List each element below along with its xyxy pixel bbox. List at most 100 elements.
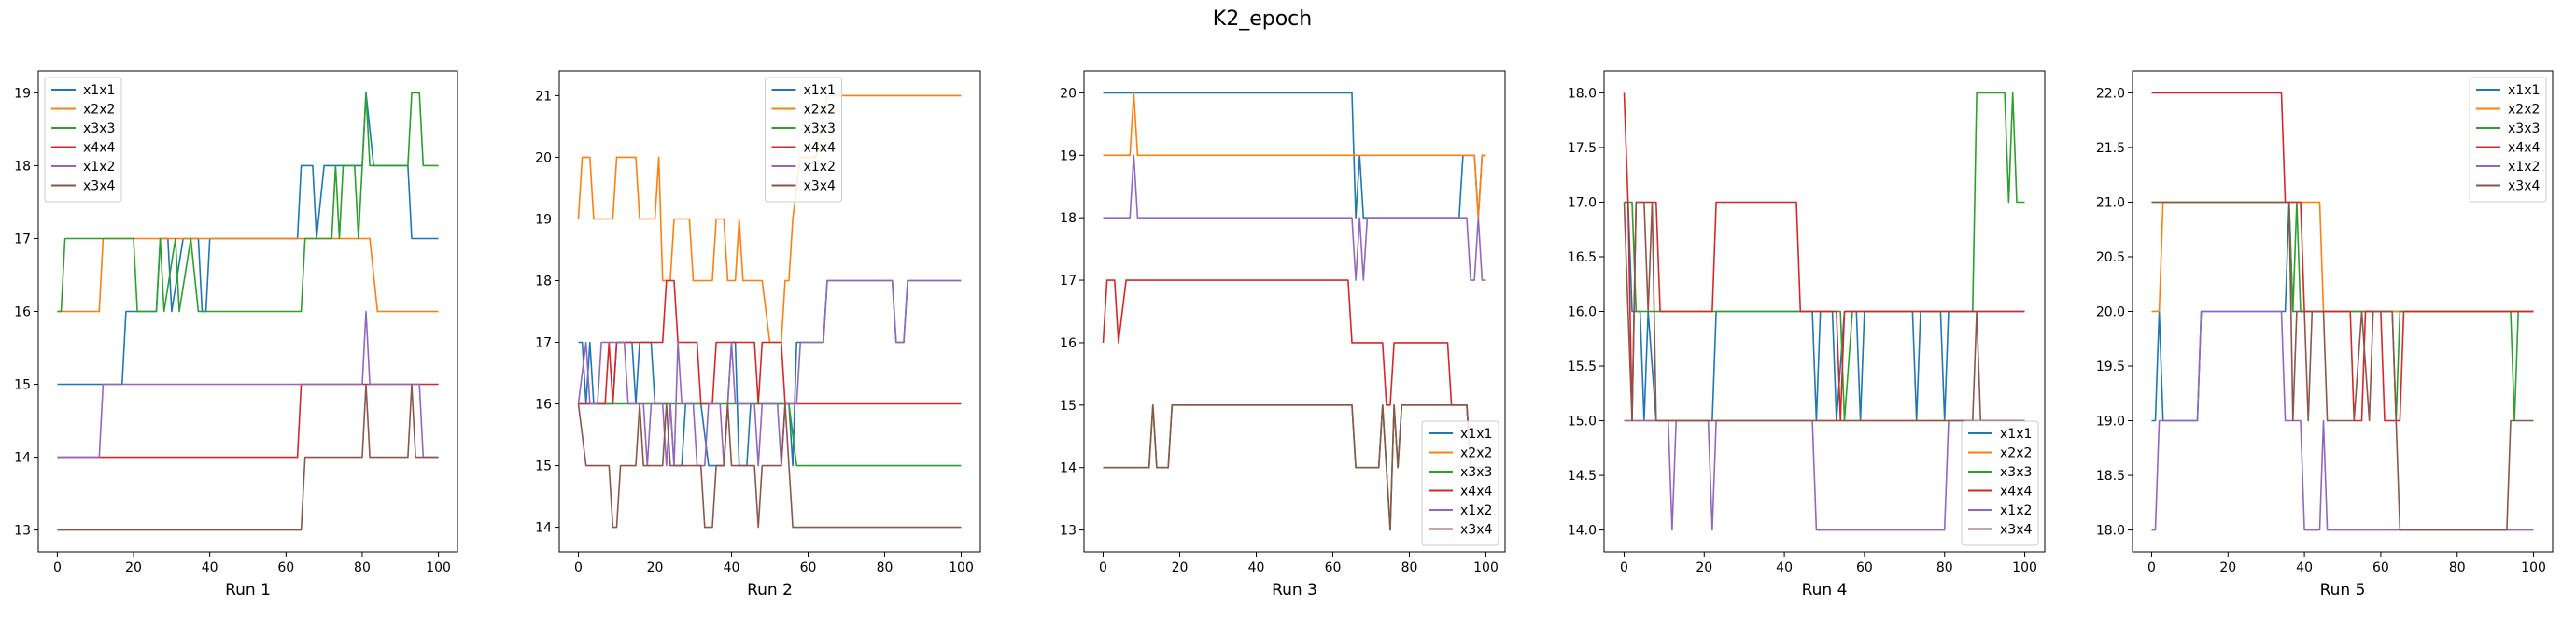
x-tick-label: 60: [277, 560, 294, 575]
legend: x1x1 x2x2 x3x3 x4x4 x1x2 x3x4: [1961, 420, 2039, 546]
legend-label-x2x2: x2x2: [1460, 446, 1492, 461]
legend: x1x1 x2x2 x3x3 x4x4 x1x2 x3x4: [765, 77, 842, 203]
series-line-x4x4: [578, 279, 962, 405]
y-tick-label: 16: [14, 305, 31, 320]
legend-label-x1x2: x1x2: [2508, 160, 2540, 175]
x-axis-label: Run 5: [2320, 581, 2366, 600]
x-tick-label: 100: [1473, 560, 1499, 575]
series-line-x3x3: [57, 92, 439, 313]
subplot-5: 0 20 40 60 80 100 18.0 18.5 19.0 19.5 20.0 20.5 21.0…: [2096, 70, 2554, 600]
x-tick-label: 40: [202, 560, 218, 575]
y-tick-label: 20: [535, 150, 552, 165]
series-line-x1x2: [1624, 419, 2025, 531]
figure-title: K2_epoch: [1213, 7, 1312, 31]
legend-label-x1x1: x1x1: [2508, 83, 2540, 98]
x-axis-label: Run 3: [1272, 581, 1317, 600]
y-tick-label: 18.0: [2096, 524, 2125, 539]
x-tick-label: 80: [354, 560, 371, 575]
x-tick-label: 80: [2449, 560, 2466, 575]
legend-label-x3x3: x3x3: [83, 121, 115, 136]
x-tick-label: 100: [949, 560, 974, 575]
legend-label-x3x4: x3x4: [804, 179, 836, 194]
subplot-4: 0 20 40 60 80 100 14.0 14.5 15.0 15.5 16.0 16.5 17.0…: [1568, 70, 2046, 600]
y-tick-label: 15: [14, 378, 31, 393]
x-tick-label: 0: [1099, 560, 1107, 575]
legend-label-x3x3: x3x3: [2508, 121, 2540, 136]
y-tick-label: 13: [1060, 524, 1077, 539]
legend-label-x2x2: x2x2: [83, 103, 115, 118]
x-tick-label: 40: [1248, 560, 1265, 575]
legend: x1x1 x2x2 x3x3 x4x4 x1x2 x3x4: [1421, 420, 1499, 546]
y-tick-label: 17.5: [1568, 141, 1597, 156]
series-line-x2x2: [577, 94, 962, 344]
x-tick-label: 20: [2219, 560, 2236, 575]
x-tick-label: 20: [1696, 560, 1712, 575]
y-tick-label: 14: [14, 451, 31, 466]
legend-label-x4x4: x4x4: [804, 141, 836, 156]
y-tick-label: 16: [535, 398, 552, 413]
series-line-x4x4: [57, 383, 439, 459]
y-tick-label: 20: [1060, 86, 1077, 101]
y-tick-label: 16: [1060, 336, 1077, 351]
series-line-x2x2: [1103, 92, 1486, 219]
y-tick-label: 19: [535, 212, 552, 227]
y-tick-label: 15: [1060, 399, 1077, 414]
legend-label-x2x2: x2x2: [804, 103, 836, 118]
legend-label-x2x2: x2x2: [2000, 446, 2032, 461]
series-line-x3x4: [2151, 201, 2534, 531]
y-tick-label: 18.0: [1568, 86, 1597, 101]
x-tick-label: 0: [2147, 560, 2156, 575]
series-line-x2x2: [57, 237, 439, 313]
legend-label-x1x2: x1x2: [2000, 503, 2032, 518]
axes-frame: [558, 70, 981, 553]
legend-label-x3x3: x3x3: [1460, 465, 1492, 480]
x-tick-label: 0: [53, 560, 62, 575]
y-tick-label: 17.0: [1568, 195, 1597, 210]
y-tick-label: 19.0: [2096, 415, 2125, 430]
x-tick-label: 20: [125, 560, 142, 575]
legend-label-x2x2: x2x2: [2508, 103, 2540, 118]
series-line-x3x4: [1103, 404, 1486, 531]
x-tick-label: 60: [800, 560, 817, 575]
y-tick-label: 14: [535, 521, 552, 536]
legend-label-x3x4: x3x4: [83, 179, 115, 194]
legend: x1x1 x2x2 x3x3 x4x4 x1x2 x3x4: [2469, 77, 2547, 203]
legend-label-x1x1: x1x1: [804, 83, 836, 98]
subplot-2: 0 20 40 60 80 100 14 15 16 17 18 19 20 21 Run 2 x1x1 x2x…: [535, 70, 981, 600]
legend-label-x1x2: x1x2: [804, 160, 836, 175]
x-axis-label: Run 1: [225, 581, 271, 600]
y-tick-label: 15.0: [1568, 415, 1597, 430]
y-tick-label: 19.5: [2096, 360, 2125, 374]
legend-label-x3x3: x3x3: [2000, 465, 2032, 480]
series-line-x1x2: [2151, 310, 2534, 531]
x-tick-label: 60: [2372, 560, 2389, 575]
x-tick-label: 100: [426, 560, 451, 575]
y-tick-label: 15.5: [1568, 360, 1597, 374]
series-line-x1x2: [577, 279, 962, 467]
legend-label-x4x4: x4x4: [2508, 141, 2540, 156]
series-line-x2x2: [2151, 201, 2534, 313]
x-axis-label: Run 2: [747, 581, 793, 600]
x-tick-label: 0: [1620, 560, 1628, 575]
legend-label-x3x3: x3x3: [804, 121, 836, 136]
y-tick-label: 18: [1060, 211, 1077, 226]
y-tick-label: 17: [535, 336, 552, 351]
legend-label-x1x2: x1x2: [1460, 503, 1492, 518]
y-tick-label: 14.5: [1568, 469, 1597, 484]
y-tick-label: 16.5: [1568, 250, 1597, 265]
y-tick-label: 18: [535, 274, 552, 289]
x-tick-label: 80: [877, 560, 894, 575]
series-line-x3x4: [577, 402, 962, 529]
legend-label-x1x2: x1x2: [83, 160, 115, 175]
y-tick-label: 21.0: [2096, 195, 2125, 210]
y-tick-label: 22.0: [2096, 86, 2125, 101]
legend-label-x3x4: x3x4: [2000, 523, 2032, 538]
axes-frame: [1083, 70, 1506, 553]
y-tick-label: 16.0: [1568, 305, 1597, 320]
x-axis-label: Run 4: [1802, 581, 1848, 600]
x-tick-label: 100: [2012, 560, 2037, 575]
x-tick-label: 20: [1172, 560, 1189, 575]
y-tick-label: 14.0: [1568, 524, 1597, 539]
